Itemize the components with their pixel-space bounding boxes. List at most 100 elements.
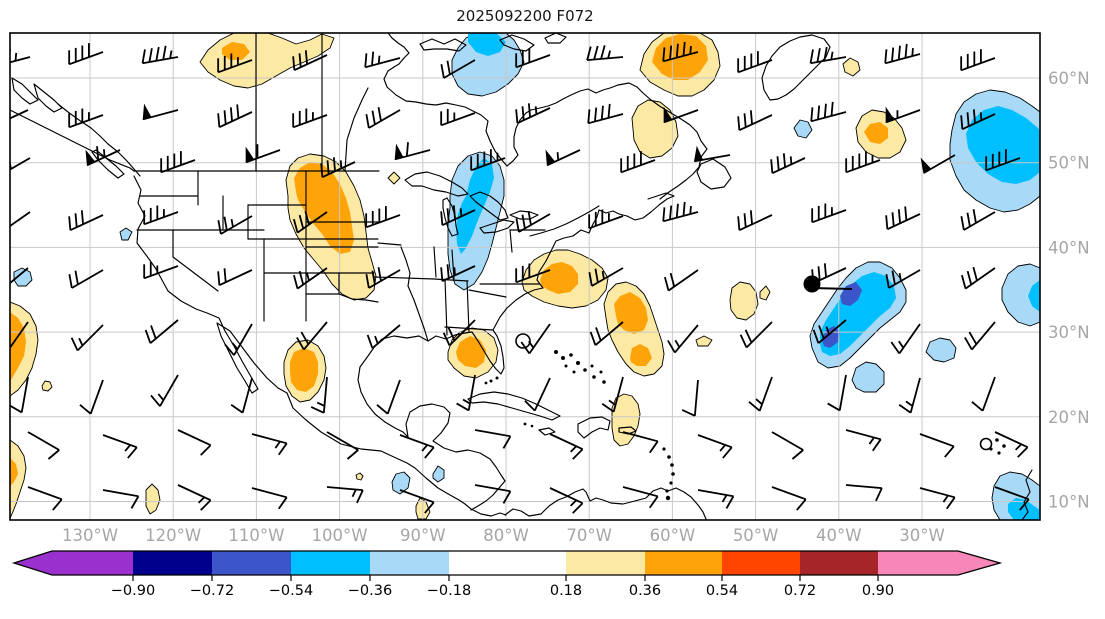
- barb-full: [886, 215, 887, 229]
- barb-full: [811, 49, 813, 63]
- barb-full: [573, 503, 583, 513]
- barb-staff: [0, 158, 30, 176]
- barb-full: [231, 107, 232, 121]
- barb-half: [158, 394, 163, 400]
- barb-full: [529, 103, 530, 117]
- barb-full: [594, 46, 598, 60]
- barb-full: [892, 48, 893, 62]
- barb-staff: [698, 490, 733, 496]
- barb-staff: [772, 487, 806, 499]
- barb-staff: [535, 378, 550, 411]
- barb-full: [962, 275, 966, 289]
- wind-barb: [516, 211, 550, 232]
- colorbar-segment: [133, 551, 212, 575]
- barb-staff: [475, 485, 510, 491]
- island-dot: [666, 496, 670, 500]
- barb-full: [311, 407, 324, 413]
- barb-full: [10, 405, 22, 412]
- barb-full: [0, 108, 1, 122]
- barb-full: [573, 449, 583, 459]
- coastline: [545, 33, 566, 43]
- coastline: [762, 35, 830, 100]
- colorbar-segment: [566, 551, 645, 575]
- wind-barb: [811, 102, 846, 121]
- barb-half: [690, 46, 691, 54]
- barb-full: [131, 496, 138, 508]
- wind-barb: [0, 155, 30, 176]
- wind-barb: [885, 44, 920, 63]
- colorbar-tick-label: 0.90: [862, 583, 894, 599]
- island-dot: [573, 371, 576, 374]
- island-dot: [583, 368, 587, 372]
- barb-half: [199, 497, 205, 503]
- barb-half: [791, 156, 792, 164]
- barb-staff: [811, 112, 846, 121]
- wind-barb: [69, 43, 103, 64]
- wind-barb: [550, 488, 583, 513]
- barb-staff: [747, 322, 772, 347]
- island-dot: [667, 455, 671, 459]
- contour-region: [120, 228, 132, 240]
- contour-region: [696, 336, 712, 346]
- wind-barb: [846, 430, 881, 451]
- colorbar-tick-label: −0.72: [190, 583, 234, 599]
- barb-full: [457, 403, 469, 410]
- x-tick-label: 30°W: [899, 526, 945, 545]
- barb-full: [797, 499, 806, 510]
- barb-half: [461, 208, 462, 216]
- barb-staff: [178, 430, 211, 445]
- barb-half: [558, 152, 559, 160]
- barb-full: [832, 102, 833, 116]
- barb-pennant: [886, 108, 894, 122]
- barb-staff: [588, 114, 623, 123]
- x-tick-label: 50°W: [733, 526, 779, 545]
- wind-barb: [366, 107, 400, 128]
- barb-full: [873, 439, 881, 450]
- barb-full: [967, 213, 969, 227]
- wind-barb: [587, 45, 623, 60]
- wind-barb: [475, 430, 510, 448]
- barb-half: [536, 106, 537, 114]
- barb-half: [454, 267, 455, 275]
- barb-full: [961, 115, 962, 129]
- contour-region: [388, 172, 400, 184]
- colorbar-tick-label: 0.54: [706, 583, 738, 599]
- barb-full: [0, 219, 1, 233]
- barb-staff: [772, 432, 803, 450]
- wind-barb: [771, 153, 805, 173]
- colorbar-tick-label: −0.54: [269, 583, 313, 599]
- barb-full: [525, 401, 535, 411]
- barb-half: [125, 445, 130, 451]
- barb-full: [128, 447, 137, 458]
- barb-full: [650, 441, 658, 452]
- barb-staff: [911, 378, 920, 413]
- barb-full: [824, 47, 826, 61]
- barb-full: [0, 340, 7, 351]
- y-tick-label: 30°N: [1048, 323, 1090, 342]
- island-dot: [669, 481, 672, 484]
- island-dot: [995, 438, 999, 442]
- barb-full: [218, 271, 219, 285]
- barb-staff: [846, 485, 882, 488]
- barb-staff: [28, 432, 59, 450]
- coastline: [510, 230, 512, 252]
- wind-barb: [80, 380, 103, 414]
- barb-full: [899, 46, 900, 60]
- wind-barb: [589, 210, 623, 229]
- wind-barb: [69, 210, 103, 230]
- barb-staff: [324, 377, 327, 413]
- colorbar-segment: [800, 551, 878, 575]
- wind-barb: [962, 267, 995, 289]
- barb-full: [751, 110, 752, 124]
- barb-half: [756, 399, 762, 404]
- barb-full: [906, 44, 907, 58]
- coastline: [510, 211, 538, 219]
- barb-staff: [143, 57, 178, 63]
- contour-fill-layer: [10, 33, 1040, 520]
- barb-full: [738, 116, 739, 130]
- barb-full: [974, 109, 975, 123]
- barb-full: [945, 446, 954, 457]
- barb-full: [596, 327, 601, 340]
